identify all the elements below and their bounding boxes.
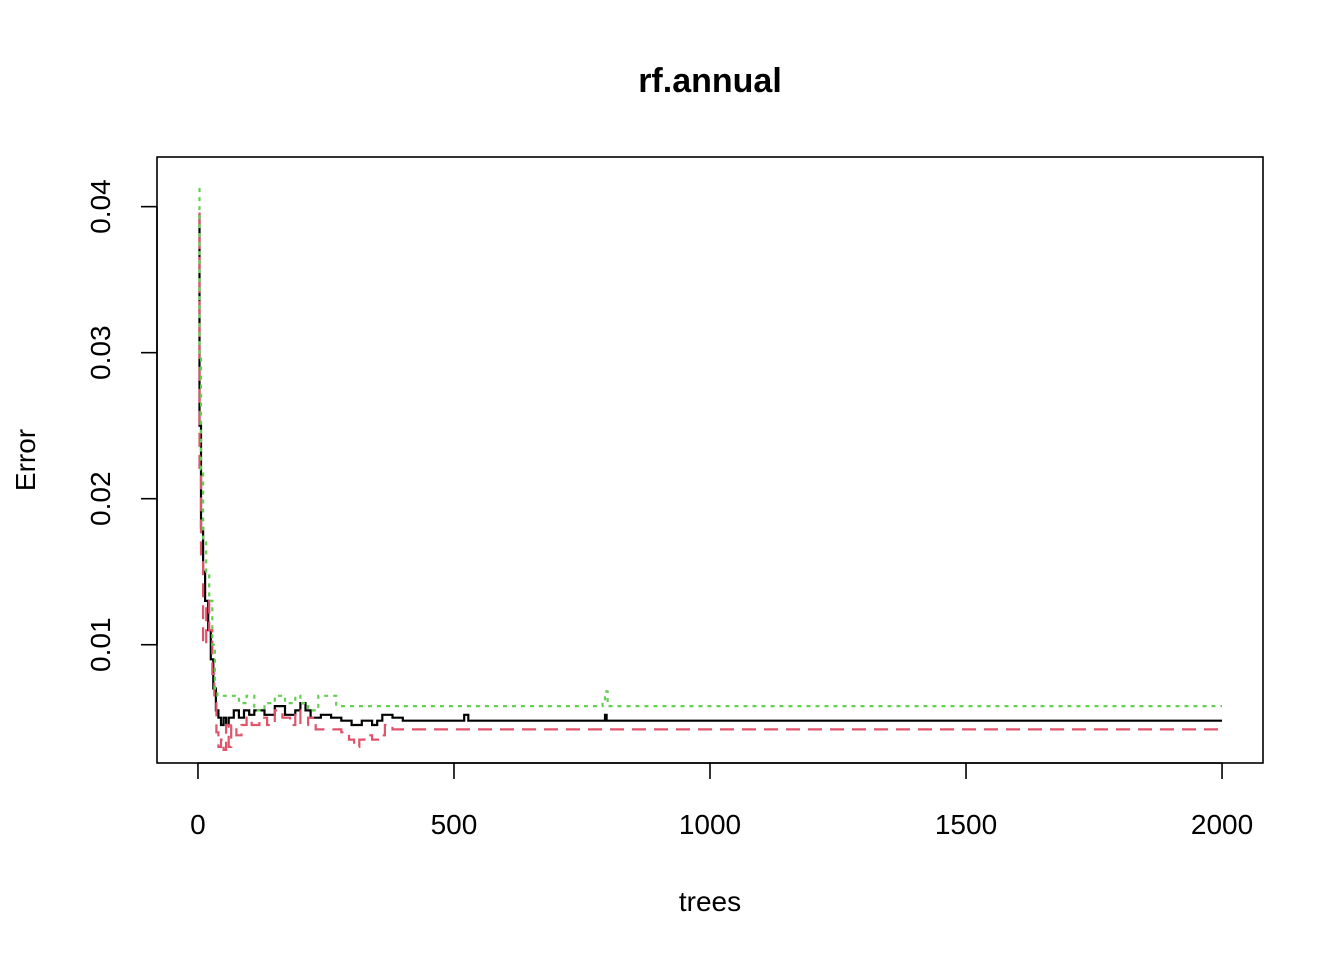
- x-axis-label: trees: [679, 886, 741, 917]
- x-tick-label: 2000: [1191, 809, 1253, 840]
- y-tick-label: 0.03: [85, 325, 116, 380]
- x-axis: 0 500 1000 1500 2000: [190, 762, 1253, 840]
- y-axis-label: Error: [10, 429, 41, 491]
- y-tick-label: 0.02: [85, 471, 116, 526]
- series-line-3: [198, 188, 1222, 712]
- x-tick-label: 0: [190, 809, 206, 840]
- series-layer: [198, 188, 1222, 751]
- series-line-1: [198, 212, 1222, 727]
- y-axis: 0.01 0.02 0.03 0.04: [85, 179, 158, 672]
- y-tick-label: 0.01: [85, 617, 116, 672]
- x-tick-label: 500: [431, 809, 478, 840]
- x-tick-label: 1000: [679, 809, 741, 840]
- x-tick-label: 1500: [935, 809, 997, 840]
- y-tick-label: 0.04: [85, 179, 116, 234]
- plot-frame: [156, 156, 1264, 764]
- series-line-2: [198, 212, 1222, 751]
- chart-title: rf.annual: [638, 62, 782, 100]
